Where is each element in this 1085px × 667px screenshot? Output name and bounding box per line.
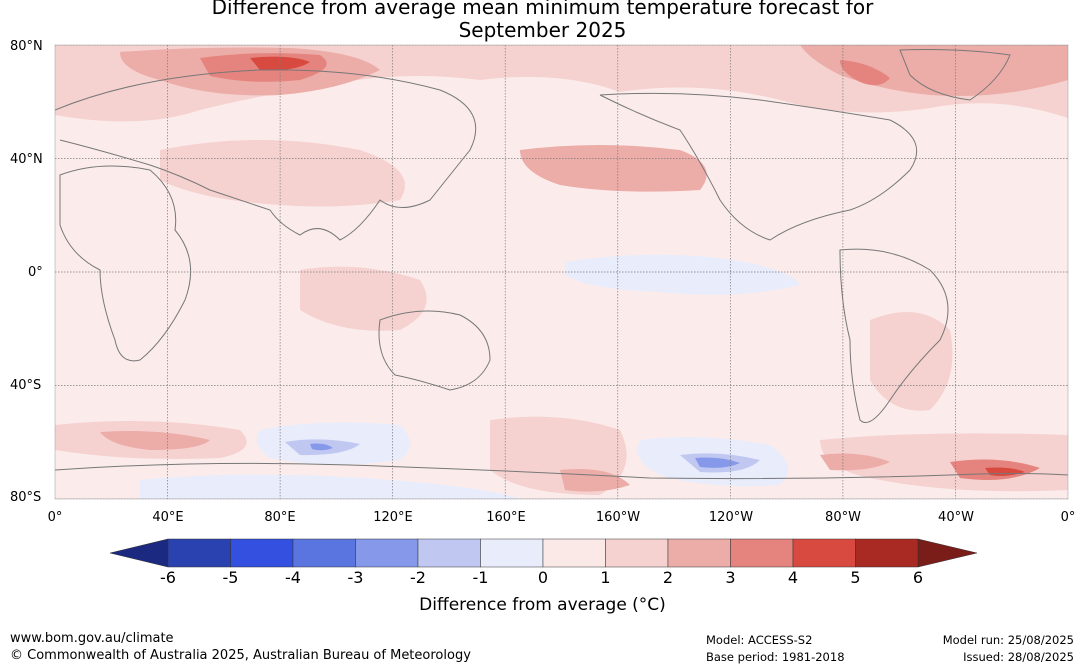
colorbar-tick-label: 6 xyxy=(912,568,924,587)
colorbar-segment xyxy=(230,538,294,568)
colorbar-tick-label: 5 xyxy=(850,568,861,587)
issued-date: Issued: 28/08/2025 xyxy=(963,650,1074,664)
colorbar-tick-label: -6 xyxy=(160,568,176,587)
colorbar-tick-label: -3 xyxy=(347,568,364,587)
cool-anomaly-areas xyxy=(140,254,800,499)
colorbar-tick-label: -2 xyxy=(410,568,426,587)
colorbar-tick-label: 4 xyxy=(787,568,799,587)
lon-label-0: 0° xyxy=(47,510,63,525)
lat-label-40s: 40°S xyxy=(10,378,42,393)
anomaly-area-south-america xyxy=(870,312,953,411)
colorbar-tick-label: -5 xyxy=(222,568,239,587)
colorbar xyxy=(109,538,978,568)
base-period: Base period: 1981-2018 xyxy=(706,650,845,664)
lon-label-120e: 120°E xyxy=(373,510,413,525)
coastline-greenland xyxy=(899,49,1011,101)
coastline-north-america xyxy=(599,92,918,241)
lat-label-80n: 80°N xyxy=(10,39,43,54)
anomaly-area-north-pacific xyxy=(520,145,707,192)
coastline-eurasia xyxy=(55,69,477,241)
lon-label-160e: 160°E xyxy=(486,510,526,525)
colorbar-tick-label: 3 xyxy=(725,568,736,587)
colorbar-segment xyxy=(167,538,231,568)
colorbar-segment xyxy=(292,538,356,568)
map-field xyxy=(55,45,1068,499)
lon-label-120w: 120°W xyxy=(708,510,754,525)
lon-label-80e: 80°E xyxy=(264,510,296,525)
lat-label-80s: 80°S xyxy=(10,490,42,505)
colorbar-tick-label: 0 xyxy=(537,568,549,587)
colorbar-tick-label: -4 xyxy=(285,568,301,587)
map-frame xyxy=(54,44,1069,500)
colorbar-segment xyxy=(480,538,544,568)
colorbar-segment xyxy=(667,538,731,568)
colorbar-segment xyxy=(730,538,794,568)
lat-label-40n: 40°N xyxy=(10,152,43,167)
coastline-australia xyxy=(378,310,491,391)
website-link[interactable]: www.bom.gov.au/climate xyxy=(10,631,174,646)
title-line-1: Difference from average mean minimum tem… xyxy=(211,0,874,19)
colorbar-title: Difference from average (°C) xyxy=(419,595,666,615)
model-run-date: Model run: 25/08/2025 xyxy=(942,633,1074,647)
colorbar-segment xyxy=(605,538,669,568)
anomaly-area-canada-hot xyxy=(840,60,890,86)
colorbar-tick-label: -1 xyxy=(472,568,489,587)
footer-dates: Model run: 25/08/2025 Issued: 28/08/2025 xyxy=(943,632,1074,666)
warm-anomaly-areas xyxy=(55,45,1068,495)
anomaly-area-indian-ocean-south-cool-3 xyxy=(310,443,333,451)
colorbar-segment xyxy=(855,538,919,568)
lon-label-40e: 40°E xyxy=(152,510,184,525)
coastline-south-america xyxy=(839,248,949,423)
anomaly-area-equatorial-pacific-cool xyxy=(565,254,800,295)
footer-credits: www.bom.gov.au/climate © Commonwealth of… xyxy=(10,630,471,664)
colorbar-segment xyxy=(355,538,419,568)
coastline-antarctica xyxy=(55,462,1068,480)
colorbar-tick-label: 1 xyxy=(600,568,611,587)
colorbar-tick-label: 2 xyxy=(662,568,674,587)
colorbar-under-arrow xyxy=(109,538,169,568)
lon-label-0-east: 0° xyxy=(1060,510,1076,525)
model-name: Model: ACCESS-S2 xyxy=(706,633,813,647)
lon-label-160w: 160°W xyxy=(595,510,641,525)
lat-label-0: 0° xyxy=(28,265,43,280)
gridlines xyxy=(55,45,1068,499)
colorbar-over-arrow xyxy=(917,538,978,568)
colorbar-segment xyxy=(792,538,856,568)
colorbar-segment xyxy=(542,538,606,568)
footer-model-info: Model: ACCESS-S2 Base period: 1981-2018 xyxy=(706,632,845,666)
anomaly-area-southern-africa xyxy=(100,431,210,450)
anomaly-area-drake-passage xyxy=(820,453,890,471)
coastline-africa xyxy=(59,165,192,362)
colorbar-tick-labels: -6 -5 -4 -3 -2 -1 0 1 2 3 4 5 6 xyxy=(0,568,1085,588)
coastlines xyxy=(55,49,1068,480)
copyright-text: © Commonwealth of Australia 2025, Austra… xyxy=(10,648,471,663)
lon-label-80w: 80°W xyxy=(825,510,861,525)
anomaly-area-antarctic-cool xyxy=(140,474,520,499)
colorbar-segment xyxy=(417,538,481,568)
map-title: Difference from average mean minimum tem… xyxy=(0,0,1085,42)
lon-label-40w: 40°W xyxy=(938,510,974,525)
title-line-2: September 2025 xyxy=(458,18,627,42)
anomaly-area-asia-mid xyxy=(160,140,405,207)
anomaly-area-south-pacific-cool-3 xyxy=(695,457,740,468)
